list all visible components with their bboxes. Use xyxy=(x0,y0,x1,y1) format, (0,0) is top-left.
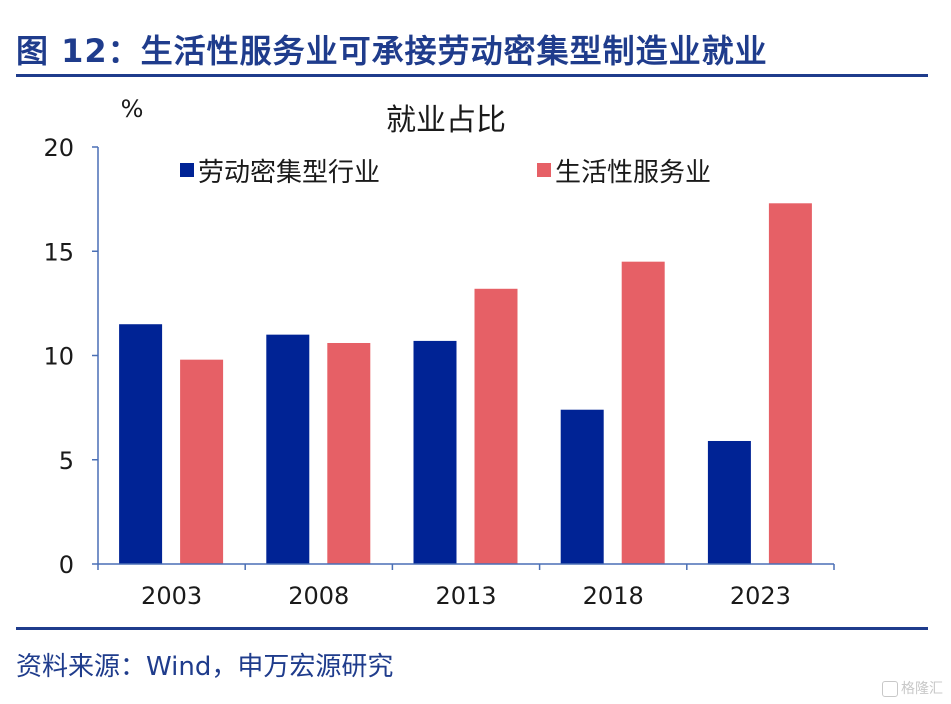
bar-s0-2008 xyxy=(266,334,310,564)
y-tick-label: 15 xyxy=(43,238,74,266)
bars xyxy=(119,203,812,565)
axes: 0 5 10 15 20 2003 2008 2013 2018 2023 xyxy=(43,134,835,610)
bar-s0-2023 xyxy=(707,440,751,564)
watermark: 格隆汇 xyxy=(882,678,943,698)
bar-s1-2023 xyxy=(768,203,812,565)
x-tick-label: 2003 xyxy=(141,582,202,610)
legend-swatch-1 xyxy=(537,163,551,177)
source-divider xyxy=(16,627,928,630)
legend-swatch-0 xyxy=(180,163,194,177)
y-tick-label: 10 xyxy=(43,343,74,371)
chart-title: 就业占比 xyxy=(386,103,506,138)
legend-label-1: 生活性服务业 xyxy=(555,158,711,188)
y-tick-label: 5 xyxy=(59,447,74,475)
bar-s1-2008 xyxy=(327,342,371,564)
source-note: 资料来源：Wind，申万宏源研究 xyxy=(16,652,394,682)
legend: 劳动密集型行业 生活性服务业 xyxy=(180,158,711,188)
legend-label-0: 劳动密集型行业 xyxy=(198,158,380,188)
x-tick-label: 2008 xyxy=(288,582,349,610)
y-axis-unit-label: % xyxy=(121,95,144,123)
x-tick-label: 2018 xyxy=(583,582,644,610)
x-tick-label: 2023 xyxy=(730,582,791,610)
bar-s0-2003 xyxy=(119,324,163,564)
y-tick-label: 0 xyxy=(59,551,74,579)
figure-title: 图 12：生活性服务业可承接劳动密集型制造业就业 xyxy=(16,32,768,70)
watermark-text: 格隆汇 xyxy=(901,681,943,697)
x-tick-label: 2013 xyxy=(435,582,496,610)
y-tick-label: 20 xyxy=(43,134,74,162)
watermark-logo-icon xyxy=(882,681,898,697)
title-divider xyxy=(16,74,928,77)
bar-s0-2013 xyxy=(413,340,457,564)
bar-s0-2018 xyxy=(560,409,604,564)
bar-s1-2013 xyxy=(474,288,518,564)
bar-s1-2003 xyxy=(180,359,224,564)
bar-s1-2018 xyxy=(621,261,665,564)
